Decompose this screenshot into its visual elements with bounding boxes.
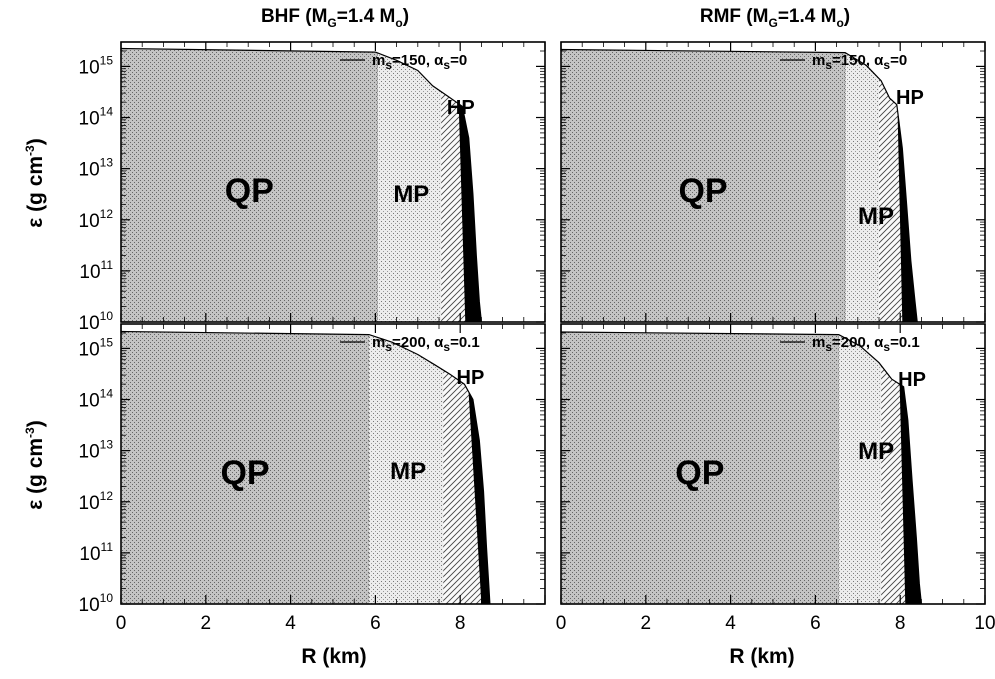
column-title-rmf: RMF (MG=1.4 Mo) bbox=[700, 6, 850, 30]
y-tick-label: 1013 bbox=[79, 156, 114, 181]
region-mp bbox=[845, 49, 879, 322]
y-tick-label: 1015 bbox=[79, 53, 114, 78]
label-qp: QP bbox=[220, 454, 269, 492]
region-qp bbox=[121, 48, 378, 322]
profile-line bbox=[120, 47, 482, 323]
y-axis-label-bottom: ε (g cm-3) bbox=[23, 420, 47, 509]
y-axis-label-top: ε (g cm-3) bbox=[23, 138, 47, 227]
label-mp: MP bbox=[858, 438, 894, 465]
y-tick-label: 1010 bbox=[79, 309, 114, 334]
x-axis-label-left: R (km) bbox=[301, 645, 366, 668]
profile-line bbox=[560, 48, 918, 323]
region-hp bbox=[441, 48, 482, 322]
regions bbox=[561, 49, 918, 322]
region-qp bbox=[561, 49, 846, 322]
label-mp: MP bbox=[858, 203, 894, 230]
region-qp bbox=[121, 331, 370, 604]
label-hp: HP bbox=[898, 369, 926, 391]
label-hp: HP bbox=[447, 97, 475, 119]
profile-line bbox=[560, 331, 922, 605]
label-mp: MP bbox=[393, 181, 429, 208]
region-hp bbox=[881, 332, 922, 604]
x-tick-label: 10 bbox=[974, 613, 995, 634]
legend-text: ms=200, αs=0.1 bbox=[372, 334, 480, 354]
x-tick-label: 4 bbox=[725, 613, 736, 634]
panel-3: 1010 1011 1012 1013 1014 1015 0 2 4 6 8 ms=200, αs=… bbox=[79, 323, 546, 634]
panel-1: 1010 1011 1012 1013 1014 1015 ms=150, αs=0 QP MP… bbox=[79, 41, 546, 334]
x-tick-label: 8 bbox=[895, 613, 906, 634]
x-tick-label: 0 bbox=[116, 613, 127, 634]
region-qp bbox=[561, 332, 839, 604]
y-tick-label: 1011 bbox=[79, 258, 113, 283]
label-mp: MP bbox=[390, 458, 426, 485]
regions bbox=[561, 332, 922, 604]
profile-line bbox=[120, 330, 491, 605]
y-tick-label: 1011 bbox=[79, 540, 113, 565]
x-tick-label: 4 bbox=[285, 613, 296, 634]
panel-4: 0 2 4 6 8 10 ms=200, αs=0.1 QP MP HP bbox=[556, 323, 995, 634]
y-tick-label: 1012 bbox=[79, 489, 114, 514]
region-mp bbox=[838, 332, 882, 604]
label-qp: QP bbox=[225, 172, 274, 210]
x-axis-label-right: R (km) bbox=[729, 645, 794, 668]
region-hp bbox=[879, 49, 918, 322]
column-title-bhf: BHF (MG=1.4 Mo) bbox=[261, 6, 409, 30]
legend-text: ms=200, αs=0.1 bbox=[812, 334, 920, 354]
panel-2: ms=150, αs=0 QP MP HP bbox=[560, 41, 986, 323]
y-tick-label: 1014 bbox=[79, 387, 114, 412]
x-tick-label: 2 bbox=[641, 613, 652, 634]
label-qp: QP bbox=[675, 454, 724, 492]
x-tick-label: 2 bbox=[201, 613, 212, 634]
y-tick-label: 1014 bbox=[79, 105, 114, 130]
x-tick-label: 6 bbox=[810, 613, 821, 634]
label-hp: HP bbox=[457, 367, 485, 389]
legend-text: ms=150, αs=0 bbox=[812, 52, 907, 72]
region-mp bbox=[377, 48, 442, 322]
legend-text: ms=150, αs=0 bbox=[372, 52, 467, 72]
x-tick-label: 0 bbox=[556, 613, 567, 634]
y-tick-label: 1012 bbox=[79, 207, 114, 232]
label-qp: QP bbox=[678, 172, 727, 210]
region-hp bbox=[443, 331, 490, 604]
x-tick-label: 8 bbox=[455, 613, 466, 634]
region-mp bbox=[369, 331, 444, 604]
label-hp: HP bbox=[896, 87, 924, 109]
x-tick-label: 6 bbox=[370, 613, 381, 634]
regions bbox=[121, 48, 482, 322]
y-tick-label: 1015 bbox=[79, 335, 114, 360]
y-tick-label: 1010 bbox=[79, 591, 114, 616]
y-tick-label: 1013 bbox=[79, 438, 114, 463]
